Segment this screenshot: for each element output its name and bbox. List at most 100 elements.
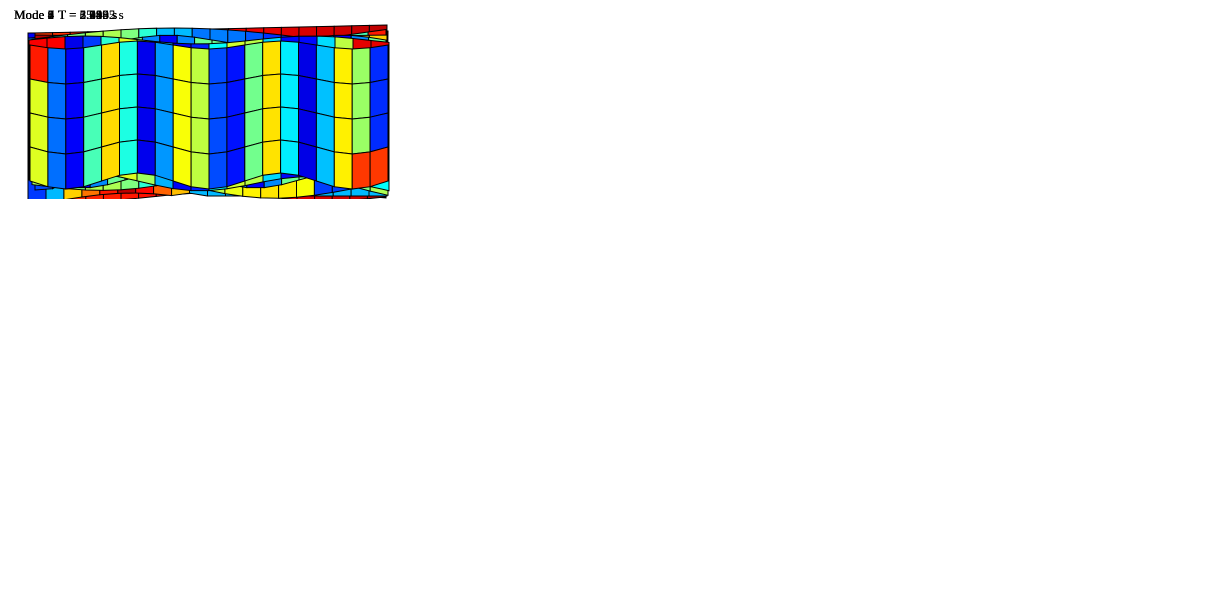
mesh-cell xyxy=(226,78,246,118)
mesh-cell xyxy=(101,74,120,114)
mesh-cell xyxy=(190,47,210,85)
mode-8-period: T = 2.189 s xyxy=(58,7,118,22)
mesh-cell xyxy=(208,116,228,155)
mesh-cell xyxy=(208,47,228,85)
mesh-cell xyxy=(244,141,264,182)
mode-1-period: T = 25.195 s xyxy=(58,7,124,22)
mesh-cell xyxy=(351,151,371,190)
mesh-cell xyxy=(101,141,120,182)
mesh-cell xyxy=(298,41,317,80)
mesh-cell xyxy=(298,141,317,182)
mode-2-label: Mode 2 xyxy=(14,7,55,22)
mesh-cell xyxy=(136,40,156,77)
mesh-cell xyxy=(65,47,85,85)
mode-6-label: Mode 6 xyxy=(14,7,55,22)
mesh-cell xyxy=(262,139,282,176)
mesh-cell xyxy=(226,44,246,84)
mesh-cell xyxy=(83,44,103,84)
mode-9-mesh xyxy=(29,40,389,190)
mesh-cell xyxy=(65,81,85,120)
mode-9-period: T = 1.993 s xyxy=(58,7,118,22)
mesh-cell xyxy=(172,44,192,84)
mesh-cell xyxy=(154,141,174,182)
mesh-cell xyxy=(65,151,85,190)
mesh-cell xyxy=(280,40,299,77)
mode-4-period: T = 5.195 s xyxy=(58,7,118,22)
mesh-cell xyxy=(83,112,103,153)
mesh-cell xyxy=(47,81,67,120)
mesh-cell xyxy=(333,151,353,190)
mode-5-label: Mode 5 xyxy=(14,7,55,22)
mesh-cell xyxy=(190,151,210,190)
mesh-cell xyxy=(172,146,192,188)
mesh-cell xyxy=(280,139,299,176)
mesh-cell xyxy=(351,81,371,120)
mesh-cell xyxy=(369,146,389,188)
mode-2-period: T = 15.862 s xyxy=(58,7,124,22)
mesh-cell xyxy=(65,116,85,155)
mesh-cell xyxy=(351,116,371,155)
mesh-cell xyxy=(351,47,371,85)
mode-9-cells xyxy=(29,40,389,190)
mesh-cell xyxy=(172,112,192,153)
mesh-cell xyxy=(315,44,335,84)
mode-8-label: Mode 8 xyxy=(14,7,55,22)
mesh-cell xyxy=(136,139,156,176)
mesh-cell xyxy=(172,78,192,118)
mesh-cell xyxy=(333,81,353,120)
mesh-cell xyxy=(369,78,389,118)
mesh-cell xyxy=(369,44,389,84)
mesh-cell xyxy=(262,106,282,143)
mode-4-label: Mode 4 xyxy=(14,7,55,22)
mesh-cell xyxy=(29,146,49,188)
mesh-cell xyxy=(315,78,335,118)
mode-3-period: T = 6.580 s xyxy=(58,7,118,22)
mode-7-period: T = 2.445 s xyxy=(58,7,118,22)
mesh-cell xyxy=(47,47,67,85)
mesh-cell xyxy=(244,108,264,148)
mesh-cell xyxy=(47,116,67,155)
mesh-cell xyxy=(315,146,335,188)
mesh-cell xyxy=(29,78,49,118)
mesh-cell xyxy=(29,44,49,84)
mesh-cell xyxy=(226,146,246,188)
mesh-cell xyxy=(136,106,156,143)
mesh-cell xyxy=(154,41,174,80)
mesh-cell xyxy=(369,112,389,153)
mesh-cell xyxy=(119,40,138,77)
mesh-cell xyxy=(208,81,228,120)
mesh-cell xyxy=(280,73,299,110)
mode-9-label: Mode 9 xyxy=(14,7,55,22)
mesh-cell xyxy=(298,74,317,114)
mesh-cell xyxy=(119,106,138,143)
mode-3-label: Mode 3 xyxy=(14,7,55,22)
mesh-cell xyxy=(226,112,246,153)
mesh-cell xyxy=(262,40,282,77)
mesh-cell xyxy=(101,108,120,148)
mesh-cell xyxy=(262,73,282,110)
mesh-cell xyxy=(29,112,49,153)
mesh-cell xyxy=(208,151,228,190)
mesh-cell xyxy=(333,116,353,155)
mesh-cell xyxy=(244,41,264,80)
mesh-cell xyxy=(119,139,138,176)
mesh-cell xyxy=(244,74,264,114)
mesh-cell xyxy=(298,108,317,148)
mesh-cell xyxy=(280,106,299,143)
mode-6-period: T = 3.623 s xyxy=(58,7,118,22)
mesh-cell xyxy=(190,116,210,155)
mesh-cell xyxy=(83,78,103,118)
mesh-cell xyxy=(47,151,67,190)
mesh-cell xyxy=(136,73,156,110)
mesh-cell xyxy=(119,73,138,110)
